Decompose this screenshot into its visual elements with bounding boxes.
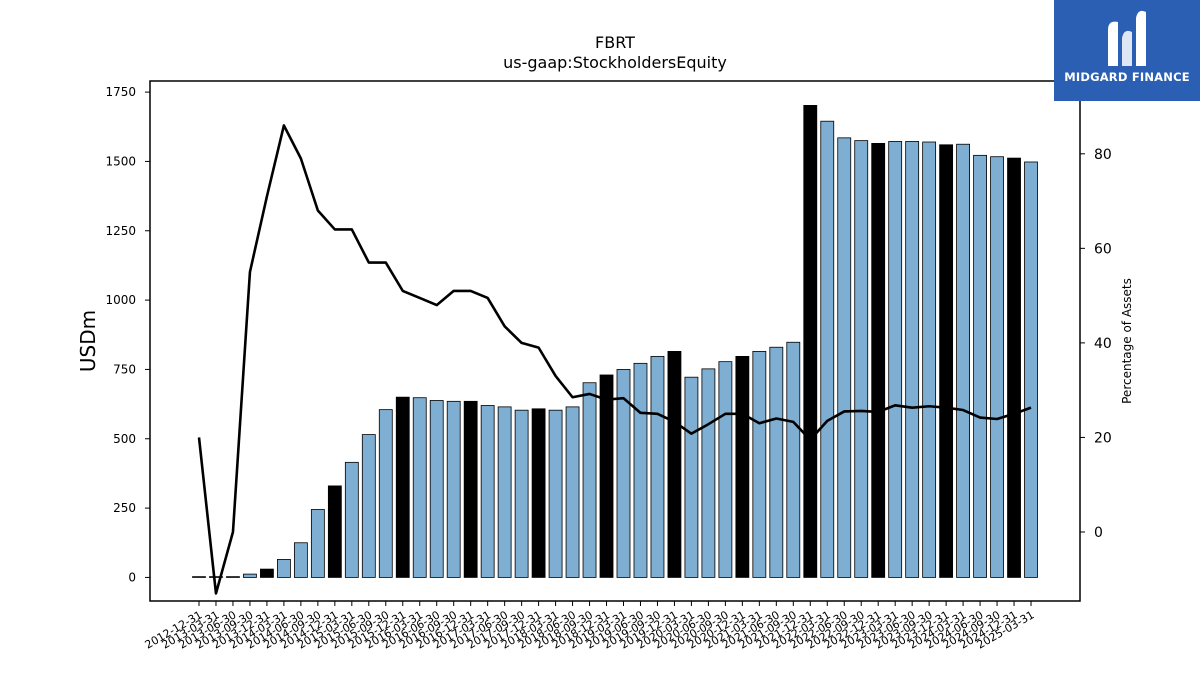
y2-tick-label: 60 xyxy=(1094,241,1112,257)
y-tick-label: 750 xyxy=(113,362,136,376)
bar-2022-09-30 xyxy=(854,140,869,578)
bar-2013-12-31 xyxy=(260,568,274,578)
bar-2017-09-30 xyxy=(514,409,529,578)
bar-2012-12-31 xyxy=(192,576,206,578)
y-tick-label: 500 xyxy=(113,432,136,446)
chart-title: FBRT xyxy=(595,33,635,52)
bar-2013-03-31 xyxy=(209,576,223,578)
brand-name: MIDGARD FINANCE xyxy=(1064,70,1190,84)
bar-2018-03-31 xyxy=(548,409,563,578)
bar-2022-06-30 xyxy=(837,137,852,578)
bar-2015-06-30 xyxy=(361,434,376,578)
bar-2023-03-31 xyxy=(888,141,903,578)
bar-2021-06-30 xyxy=(769,346,784,578)
bar-2017-06-30 xyxy=(497,406,512,578)
line-layer xyxy=(197,124,1032,595)
bar-2024-12-31 xyxy=(1007,157,1021,578)
bar-2022-12-31 xyxy=(871,142,886,578)
bar-2020-03-31 xyxy=(684,376,699,578)
bar-2024-09-30 xyxy=(990,156,1004,578)
bar-group xyxy=(192,105,1038,578)
bar-2020-09-30 xyxy=(718,361,733,578)
bar-2025-03-31 xyxy=(1024,161,1038,578)
y-tick-label: 0 xyxy=(128,570,136,584)
bar-2020-06-30 xyxy=(701,368,716,578)
brand-logo: MIDGARD FINANCE xyxy=(1054,0,1200,101)
bar-2014-03-31 xyxy=(276,559,291,578)
y-tick-label: 1250 xyxy=(105,224,136,238)
bar-2016-12-31 xyxy=(463,400,478,578)
bar-2017-03-31 xyxy=(480,405,495,578)
bar-2013-09-30 xyxy=(243,573,257,578)
y-axis-right: 0 20 40 60 80 xyxy=(1080,147,1112,541)
bar-2023-12-31 xyxy=(939,144,954,578)
bar-2019-09-30 xyxy=(650,355,665,578)
bar-2020-12-31 xyxy=(735,355,750,578)
y-axis-label: USDm xyxy=(76,310,100,372)
bar-2016-03-31 xyxy=(412,397,427,578)
bar-2018-12-31 xyxy=(599,374,614,578)
bar-2023-06-30 xyxy=(905,141,920,578)
bar-2023-09-30 xyxy=(922,141,937,578)
bar-2016-06-30 xyxy=(429,400,444,578)
y-tick-label: 1500 xyxy=(105,154,136,168)
brand-mark-icon xyxy=(1108,10,1146,66)
y-tick-label: 1000 xyxy=(105,293,136,307)
x-axis: 2012-12-312013-03-312013-06-302013-09-30… xyxy=(143,601,1037,652)
bar-2016-09-30 xyxy=(446,400,461,578)
bar-2015-09-30 xyxy=(378,409,393,578)
bar-2021-03-31 xyxy=(752,350,767,578)
bar-2017-12-31 xyxy=(531,408,546,578)
bar-2018-09-30 xyxy=(582,382,597,578)
bar-2024-03-31 xyxy=(956,143,970,578)
plot-frame xyxy=(149,80,1081,602)
bar-2022-03-31 xyxy=(820,120,835,578)
bar-2018-06-30 xyxy=(565,406,580,578)
y-tick-label: 250 xyxy=(113,501,136,515)
y-tick-label: 1750 xyxy=(105,85,136,99)
bar-2021-09-30 xyxy=(786,341,801,578)
percentage-line xyxy=(197,124,1032,595)
y2-tick-label: 80 xyxy=(1094,147,1112,163)
bar-2019-12-31 xyxy=(667,350,682,578)
y2-tick-label: 0 xyxy=(1094,525,1103,541)
bar-2019-03-31 xyxy=(616,369,631,578)
chart-subtitle: us-gaap:StockholdersEquity xyxy=(503,53,727,72)
bar-2024-06-30 xyxy=(973,154,987,578)
bar-2013-06-30 xyxy=(226,576,240,578)
y2-tick-label: 20 xyxy=(1094,430,1112,446)
bar-2019-06-30 xyxy=(633,362,648,578)
y2-axis-label: Percentage of Assets xyxy=(1120,278,1134,404)
bar-2015-12-31 xyxy=(395,396,410,578)
bar-2015-03-31 xyxy=(344,461,359,578)
bar-2014-12-31 xyxy=(327,485,342,578)
bar-2021-12-31 xyxy=(803,105,818,578)
bar-2014-06-30 xyxy=(293,542,308,578)
y-axis-left: 0 250 500 750 1000 1250 1500 1750 xyxy=(105,85,150,584)
y2-tick-label: 40 xyxy=(1094,336,1112,352)
bar-2014-09-30 xyxy=(310,509,325,578)
